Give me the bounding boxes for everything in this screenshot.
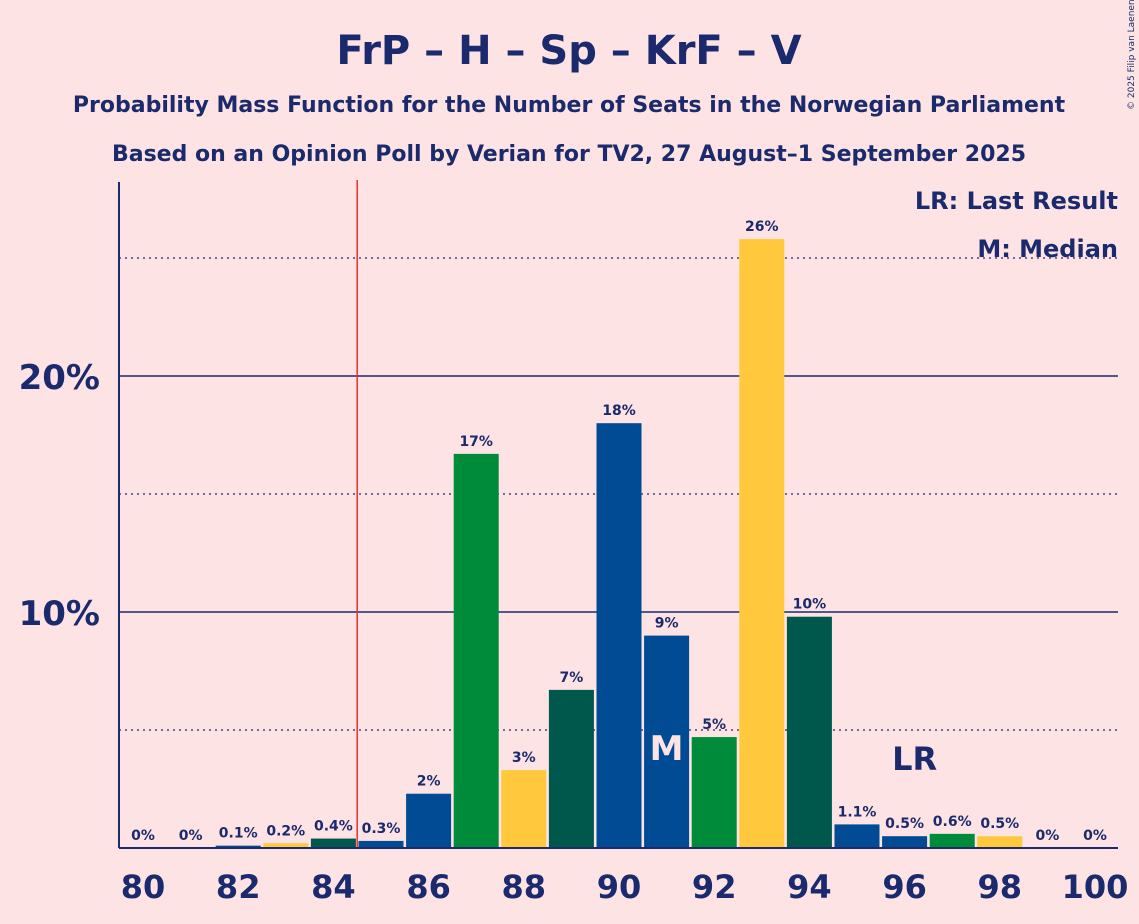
x-tick-label: 84	[311, 868, 356, 906]
bar-label-seat-89: 7%	[560, 670, 584, 686]
bar-label-seat-86: 2%	[417, 774, 441, 790]
bar-label-seat-87: 17%	[459, 434, 493, 450]
bar-label-seat-98: 0.5%	[980, 816, 1019, 832]
bar-labels: 0% 0% 0.1% 0.2% 0.4% 0.3% 2% 17% 3% 7% 18% 9% 5% 26% 1…	[131, 219, 1107, 844]
bar-label-seat-88: 3%	[512, 750, 536, 766]
bar-seat-84	[310, 838, 356, 848]
bar-seat-92	[691, 737, 737, 848]
legend-median: M: Median	[977, 235, 1118, 263]
y-tick-labels: 10% 20%	[19, 358, 100, 634]
legend-last-result: LR: Last Result	[915, 187, 1118, 215]
bar-seat-87	[453, 453, 499, 848]
bar-seat-82	[215, 845, 261, 848]
bar-seat-85	[358, 840, 404, 848]
bar-seat-86	[406, 793, 452, 848]
x-tick-label: 82	[216, 868, 261, 906]
bar-seat-96	[882, 836, 928, 848]
bar-seat-90	[596, 423, 642, 848]
bar-seat-88	[501, 770, 547, 848]
bar-label-seat-96: 0.5%	[885, 816, 924, 832]
x-tick-label: 94	[787, 868, 832, 906]
median-marker: M	[650, 729, 684, 769]
bar-label-seat-91: 9%	[655, 616, 679, 632]
y-tick-label: 10%	[19, 594, 100, 634]
bar-label-seat-94: 10%	[793, 597, 827, 613]
bars	[215, 239, 1023, 848]
bar-label-seat-80: 0%	[131, 828, 155, 844]
bar-label-seat-99: 0%	[1036, 828, 1060, 844]
bar-seat-83	[263, 843, 309, 848]
x-tick-label: 92	[692, 868, 737, 906]
bar-label-seat-97: 0.6%	[933, 814, 972, 830]
bar-seat-98	[977, 836, 1023, 848]
bar-seat-97	[929, 833, 975, 848]
bar-seat-89	[548, 689, 594, 848]
x-tick-label: 90	[597, 868, 642, 906]
bar-label-seat-85: 0.3%	[362, 821, 401, 837]
bar-label-seat-81: 0%	[179, 828, 203, 844]
bar-seat-91	[644, 635, 690, 848]
bar-label-seat-90: 18%	[602, 403, 636, 419]
copyright-text: © 2025 Filip van Laenen	[1127, 0, 1137, 110]
x-tick-label: 96	[882, 868, 927, 906]
chart-subtitle-2: Based on an Opinion Poll by Verian for T…	[112, 142, 1026, 167]
chart-subtitle-1: Probability Mass Function for the Number…	[73, 93, 1066, 118]
x-tick-label: 86	[406, 868, 451, 906]
bar-seat-95	[834, 824, 880, 848]
bar-label-seat-82: 0.1%	[219, 826, 258, 842]
bar-label-seat-84: 0.4%	[314, 819, 353, 835]
x-tick-label: 88	[502, 868, 547, 906]
bar-label-seat-93: 26%	[745, 219, 779, 235]
x-tick-label: 98	[978, 868, 1023, 906]
bar-label-seat-83: 0.2%	[266, 823, 305, 839]
chart-title: FrP – H – Sp – KrF – V	[336, 28, 801, 74]
y-tick-label: 20%	[19, 358, 100, 398]
bar-seat-94	[786, 616, 832, 848]
x-tick-label: 100	[1062, 868, 1129, 906]
bar-label-seat-100: 0%	[1083, 828, 1107, 844]
last-result-marker: LR	[892, 740, 937, 778]
bar-label-seat-95: 1.1%	[838, 804, 877, 820]
x-tick-labels: 80 82 84 86 88 90 92 94 96 98 100	[121, 868, 1129, 906]
bar-label-seat-92: 5%	[702, 717, 726, 733]
x-tick-label: 80	[121, 868, 166, 906]
bar-seat-93	[739, 239, 785, 848]
